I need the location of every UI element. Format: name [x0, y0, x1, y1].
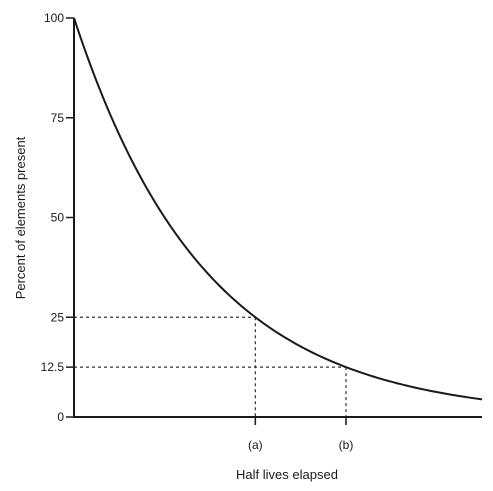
guide-lines — [74, 316, 347, 425]
decay-curve-line — [73, 17, 483, 401]
x-marker-label: (a) — [248, 438, 263, 452]
y-axis-ticks: 0 12.5 25 50 75 100 — [41, 11, 74, 424]
x-axis-markers: (a) (b) — [248, 417, 353, 452]
y-tick-label: 75 — [51, 111, 65, 125]
y-tick-label: 100 — [44, 11, 64, 25]
y-tick-label: 25 — [51, 310, 65, 324]
y-tick-label: 12.5 — [41, 360, 65, 374]
y-tick-label: 50 — [51, 211, 65, 225]
x-axis-title: Half lives elapsed — [236, 467, 338, 482]
y-tick-label: 0 — [57, 410, 64, 424]
axes — [73, 18, 482, 418]
y-axis-title: Percent of elements present — [13, 136, 28, 299]
x-marker-label: (b) — [339, 438, 354, 452]
